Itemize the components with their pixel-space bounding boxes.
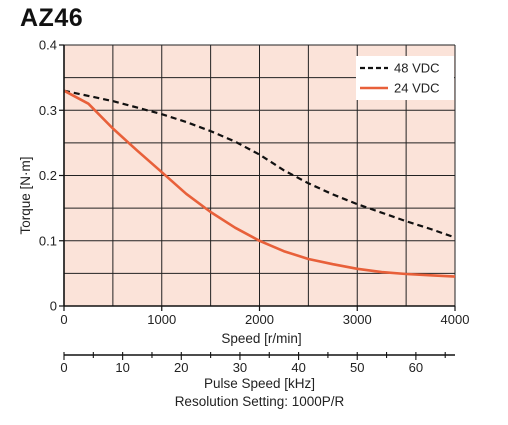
- data-point: [282, 169, 285, 172]
- data-point: [331, 263, 334, 266]
- data-point: [429, 274, 432, 277]
- data-point: [429, 227, 432, 230]
- data-point: [331, 193, 334, 196]
- data-point: [160, 171, 163, 174]
- data-point: [87, 102, 90, 105]
- y-tick-label: 0: [50, 299, 57, 314]
- data-point: [185, 192, 188, 195]
- x-tick-label: 0: [60, 312, 67, 327]
- y-axis-label: Torque [N·m]: [18, 156, 33, 234]
- data-point: [282, 250, 285, 253]
- pulse-speed-tick-label: 30: [233, 360, 247, 375]
- data-point: [405, 220, 408, 223]
- series-line-2: [63, 89, 456, 278]
- y-tick-label: 0.3: [39, 103, 57, 118]
- data-point: [356, 267, 359, 270]
- x-axis-label: Speed [r/min]: [221, 331, 301, 346]
- resolution-setting-note: Resolution Setting: 1000P/R: [175, 394, 345, 409]
- data-point: [111, 100, 114, 103]
- data-point: [405, 272, 408, 275]
- y-tick-label: 0.4: [39, 38, 57, 53]
- data-point: [453, 275, 456, 278]
- data-point: [258, 153, 261, 156]
- data-point: [356, 203, 359, 206]
- pulse-speed-tick-label: 50: [350, 360, 364, 375]
- data-point: [233, 140, 236, 143]
- data-point: [209, 130, 212, 133]
- pulse-speed-axis-label: Pulse Speed [kHz]: [204, 376, 315, 391]
- data-point: [87, 94, 90, 97]
- y-tick-label: 0.1: [39, 233, 57, 248]
- axes: 0 0.1 0.2 0.3 0.4 0 1000 2000 3000 4000 0 10 20 30 40 5…: [39, 38, 470, 376]
- data-point: [209, 210, 212, 213]
- x-tick-label: 1000: [147, 312, 176, 327]
- pulse-speed-tick-label: 40: [291, 360, 305, 375]
- data-point: [233, 226, 236, 229]
- pulse-speed-tick-label: 0: [60, 360, 67, 375]
- data-point: [111, 127, 114, 130]
- pulse-speed-tick-label: 60: [409, 360, 423, 375]
- pulse-speed-tick-label: 20: [174, 360, 188, 375]
- legend-label-1: 48 VDC: [394, 61, 440, 76]
- chart-title: AZ46: [20, 4, 84, 32]
- series-line-1: [63, 89, 456, 239]
- pulse-speed-tick-label: 10: [115, 360, 129, 375]
- data-point: [258, 239, 261, 242]
- x-tick-label: 3000: [343, 312, 372, 327]
- data-point: [136, 106, 139, 109]
- data-point: [380, 270, 383, 273]
- data-point: [453, 236, 456, 239]
- y-tick-label: 0.2: [39, 168, 57, 183]
- data-point: [185, 120, 188, 123]
- data-point: [380, 211, 383, 214]
- x-tick-label: 4000: [441, 312, 470, 327]
- legend-box: [356, 56, 454, 100]
- data-point: [307, 257, 310, 260]
- data-point: [307, 182, 310, 185]
- x-tick-label: 2000: [245, 312, 274, 327]
- legend-label-2: 24 VDC: [394, 81, 440, 96]
- legend: 48 VDC 24 VDC: [356, 56, 454, 100]
- series-layer: [63, 89, 456, 278]
- data-point: [160, 113, 163, 116]
- data-point: [136, 149, 139, 152]
